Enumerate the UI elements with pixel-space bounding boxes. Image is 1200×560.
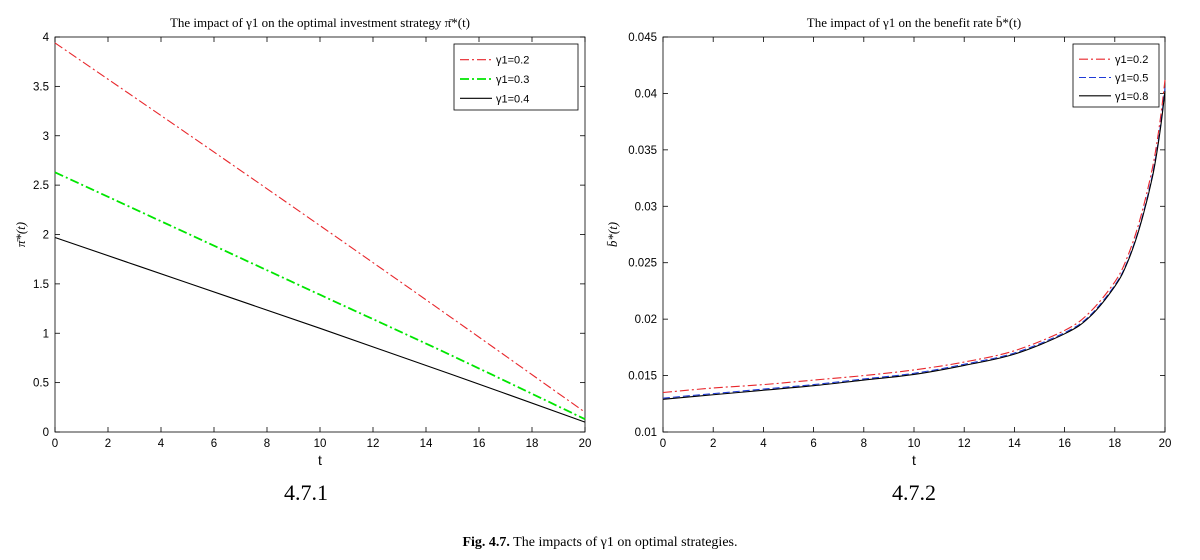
y-tick-label: 0.04	[635, 88, 658, 100]
y-tick-label: 0	[43, 427, 49, 439]
x-tick-label: 16	[473, 438, 486, 450]
x-tick-label: 10	[314, 438, 327, 450]
legend-label: γ1=0.2	[1115, 54, 1148, 66]
x-tick-label: 2	[105, 438, 111, 450]
legend-label: γ1=0.3	[496, 74, 529, 86]
y-tick-label: 0.035	[628, 145, 657, 157]
series-line-1	[662, 79, 1166, 394]
y-tick-label: 1.5	[33, 279, 49, 291]
series-line-2	[662, 87, 1166, 399]
x-axis-label: t	[318, 452, 322, 468]
x-tick-label: 8	[264, 438, 270, 450]
legend-label: γ1=0.4	[496, 93, 529, 105]
x-tick-label: 8	[861, 438, 867, 450]
chart-title: The impact of γ1 on the optimal investme…	[170, 15, 470, 30]
y-tick-label: 0.03	[635, 201, 657, 213]
x-tick-label: 12	[958, 438, 971, 450]
subfigure-label: 4.7.1	[284, 480, 328, 505]
y-tick-label: 3.5	[33, 81, 49, 93]
series-line-2	[54, 171, 586, 420]
subfigure-label: 4.7.2	[892, 480, 936, 505]
y-tick-label: 0.025	[628, 258, 657, 270]
series-line-3	[662, 91, 1166, 400]
x-tick-label: 10	[908, 438, 921, 450]
y-tick-label: 3	[43, 131, 49, 143]
y-tick-label: 0.01	[635, 427, 657, 439]
y-axis-label: π̄*(t)	[13, 222, 28, 247]
x-tick-label: 18	[526, 438, 539, 450]
y-tick-label: 1	[43, 328, 49, 340]
y-tick-label: 0.015	[628, 371, 657, 383]
x-tick-label: 2	[710, 438, 716, 450]
figure-caption: Fig. 4.7. The impacts of γ1 on optimal s…	[0, 535, 1200, 551]
chart-investment-strategy: The impact of γ1 on the optimal investme…	[13, 15, 591, 505]
series-line-1	[54, 42, 586, 413]
y-tick-label: 0.02	[635, 314, 657, 326]
caption-label: Fig. 4.7.	[462, 535, 510, 550]
caption-text: The impacts of γ1 on optimal strategies.	[509, 535, 738, 550]
y-tick-label: 2	[43, 230, 49, 242]
x-tick-label: 12	[367, 438, 380, 450]
x-tick-label: 18	[1108, 438, 1121, 450]
x-tick-label: 6	[810, 438, 816, 450]
legend-box	[1072, 43, 1160, 108]
x-tick-label: 0	[52, 438, 58, 450]
x-axis-label: t	[912, 452, 916, 468]
x-tick-label: 4	[760, 438, 767, 450]
chart-title: The impact of γ1 on the benefit rate b̄*…	[807, 15, 1021, 30]
chart-benefit-rate: The impact of γ1 on the benefit rate b̄*…	[605, 15, 1171, 505]
x-tick-label: 20	[1159, 438, 1172, 450]
legend-label: γ1=0.2	[496, 55, 529, 67]
x-tick-label: 14	[1008, 438, 1021, 450]
y-tick-label: 0.5	[33, 378, 49, 390]
x-tick-label: 4	[158, 438, 165, 450]
x-tick-label: 6	[211, 438, 217, 450]
series-line-3	[54, 236, 586, 423]
legend-label: γ1=0.5	[1115, 73, 1148, 85]
x-tick-label: 20	[579, 438, 592, 450]
legend-label: γ1=0.8	[1115, 91, 1148, 103]
figure: The impact of γ1 on the optimal investme…	[13, 15, 1171, 505]
y-tick-label: 0.045	[628, 32, 657, 44]
y-tick-label: 2.5	[33, 180, 49, 192]
y-axis-label: b̄*(t)	[605, 222, 620, 247]
x-tick-label: 14	[420, 438, 433, 450]
x-tick-label: 16	[1058, 438, 1071, 450]
y-tick-label: 4	[43, 32, 50, 44]
legend-box	[453, 43, 579, 111]
x-tick-label: 0	[660, 438, 666, 450]
